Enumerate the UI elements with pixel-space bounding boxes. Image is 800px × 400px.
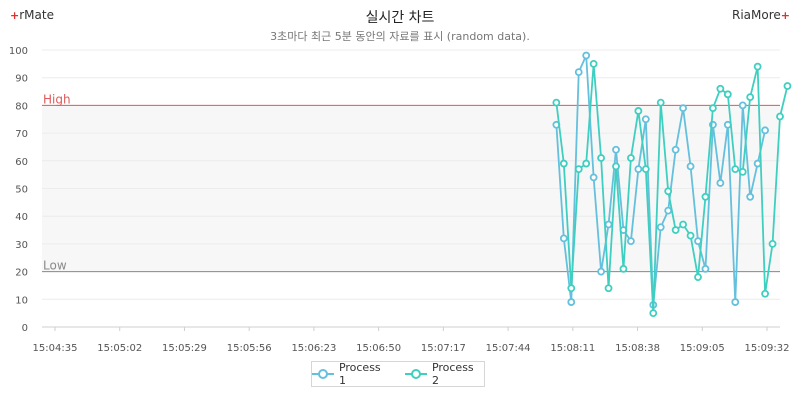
- y-tick-label: 90: [15, 74, 28, 85]
- series-point-1: [567, 298, 576, 306]
- x-tick-label: 15:05:29: [162, 343, 207, 354]
- series-point-1: [701, 264, 710, 273]
- legend: Process 1 Process 2: [311, 361, 485, 387]
- series-point-1: [589, 173, 598, 182]
- series-point-2: [656, 98, 665, 107]
- series-point-1: [656, 223, 665, 232]
- series-point-1: [597, 267, 605, 276]
- series-point-2: [649, 309, 658, 318]
- series-point-2: [619, 264, 628, 273]
- series-point-2: [559, 159, 568, 168]
- series-point-2: [783, 82, 792, 90]
- y-tick-label: 10: [15, 295, 28, 306]
- series-point-1: [694, 237, 702, 246]
- series-point-1: [679, 104, 687, 113]
- series-point-1: [627, 237, 635, 246]
- series-point-2: [731, 165, 740, 174]
- series-point-2: [634, 107, 643, 115]
- series-point-2: [746, 93, 755, 101]
- legend-item-process-2[interactable]: Process 2: [405, 361, 484, 387]
- x-tick-label: 15:09:05: [680, 343, 725, 354]
- series-point-2: [709, 104, 717, 113]
- series-line-2: [555, 62, 789, 315]
- series-point-2: [761, 289, 769, 298]
- legend-swatch: [312, 369, 334, 379]
- series-point-2: [612, 162, 620, 171]
- series-point-1: [686, 162, 695, 171]
- series-point-1: [641, 115, 650, 124]
- x-tick-label: 15:08:11: [550, 343, 595, 354]
- series-point-2: [776, 112, 784, 121]
- series-point-2: [567, 284, 576, 293]
- legend-item-process-1[interactable]: Process 1: [312, 361, 391, 387]
- x-tick-label: 15:04:35: [33, 343, 78, 354]
- series-point-2: [738, 167, 747, 176]
- y-tick-label: 80: [15, 101, 28, 112]
- series-point-1: [753, 159, 762, 168]
- y-tick-label: 20: [15, 268, 28, 279]
- series-point-2: [768, 239, 777, 248]
- y-tick-label: 0: [22, 323, 28, 334]
- series-point-1: [716, 179, 725, 187]
- series-point-1: [731, 298, 740, 306]
- plus-icon: +: [10, 9, 20, 22]
- brand-logo-left: +rMate: [10, 8, 54, 22]
- series-point-2: [627, 154, 635, 162]
- series-point-1: [604, 220, 613, 229]
- series-point-2: [574, 165, 583, 174]
- chart-title: 실시간 차트: [365, 10, 435, 26]
- x-tick-label: 15:06:50: [356, 343, 401, 354]
- series-point-1: [612, 145, 620, 154]
- series-point-2: [671, 226, 680, 234]
- series-point-2: [701, 192, 710, 201]
- brand-left-label: rMate: [19, 8, 54, 22]
- series-point-2: [552, 98, 561, 107]
- series-point-2: [723, 90, 732, 99]
- series-point-1: [559, 234, 568, 243]
- series-point-2: [582, 159, 591, 168]
- legend-label: Process 2: [431, 361, 474, 387]
- plus-icon: +: [780, 9, 790, 22]
- series-point-2: [589, 59, 598, 68]
- series-point-2: [604, 284, 613, 293]
- brand-right-label: RiaMore: [732, 8, 781, 22]
- y-tick-label: 60: [15, 157, 28, 168]
- series-point-1: [664, 206, 673, 215]
- x-tick-label: 15:09:32: [745, 343, 790, 354]
- series-point-2: [694, 273, 702, 282]
- x-tick-label: 15:07:44: [486, 343, 531, 354]
- series-point-1: [582, 51, 591, 60]
- legend-label: Process 1: [338, 361, 381, 387]
- y-tick-label: 40: [15, 212, 28, 223]
- series-point-2: [664, 187, 673, 196]
- brand-logo-right: RiaMore+: [732, 8, 790, 22]
- series-point-2: [716, 84, 725, 93]
- x-tick-label: 15:05:02: [97, 343, 142, 354]
- series-point-1: [746, 192, 755, 201]
- series-point-2: [597, 154, 605, 162]
- legend-swatch: [405, 369, 427, 379]
- x-tick-label: 15:08:38: [615, 343, 660, 354]
- threshold-label-low: Low: [43, 259, 67, 273]
- series-point-1: [738, 101, 747, 110]
- series-point-2: [686, 231, 695, 240]
- x-tick-label: 15:05:56: [227, 343, 272, 354]
- series-point-1: [574, 68, 583, 77]
- series-point-2: [641, 165, 650, 174]
- y-tick-label: 70: [15, 129, 28, 140]
- y-tick-label: 100: [9, 46, 28, 57]
- x-tick-label: 15:06:23: [291, 343, 336, 354]
- y-tick-label: 30: [15, 240, 28, 251]
- series-point-2: [679, 220, 687, 229]
- series-point-1: [634, 165, 643, 174]
- x-tick-label: 15:07:17: [421, 343, 466, 354]
- chart-subtitle: 3초마다 최근 5분 동안의 자료를 표시 (random data).: [270, 30, 530, 43]
- series-point-1: [761, 126, 769, 135]
- threshold-label-high: High: [43, 92, 71, 106]
- series-point-1: [671, 145, 680, 154]
- y-tick-label: 50: [15, 185, 28, 196]
- series-point-2: [753, 62, 762, 71]
